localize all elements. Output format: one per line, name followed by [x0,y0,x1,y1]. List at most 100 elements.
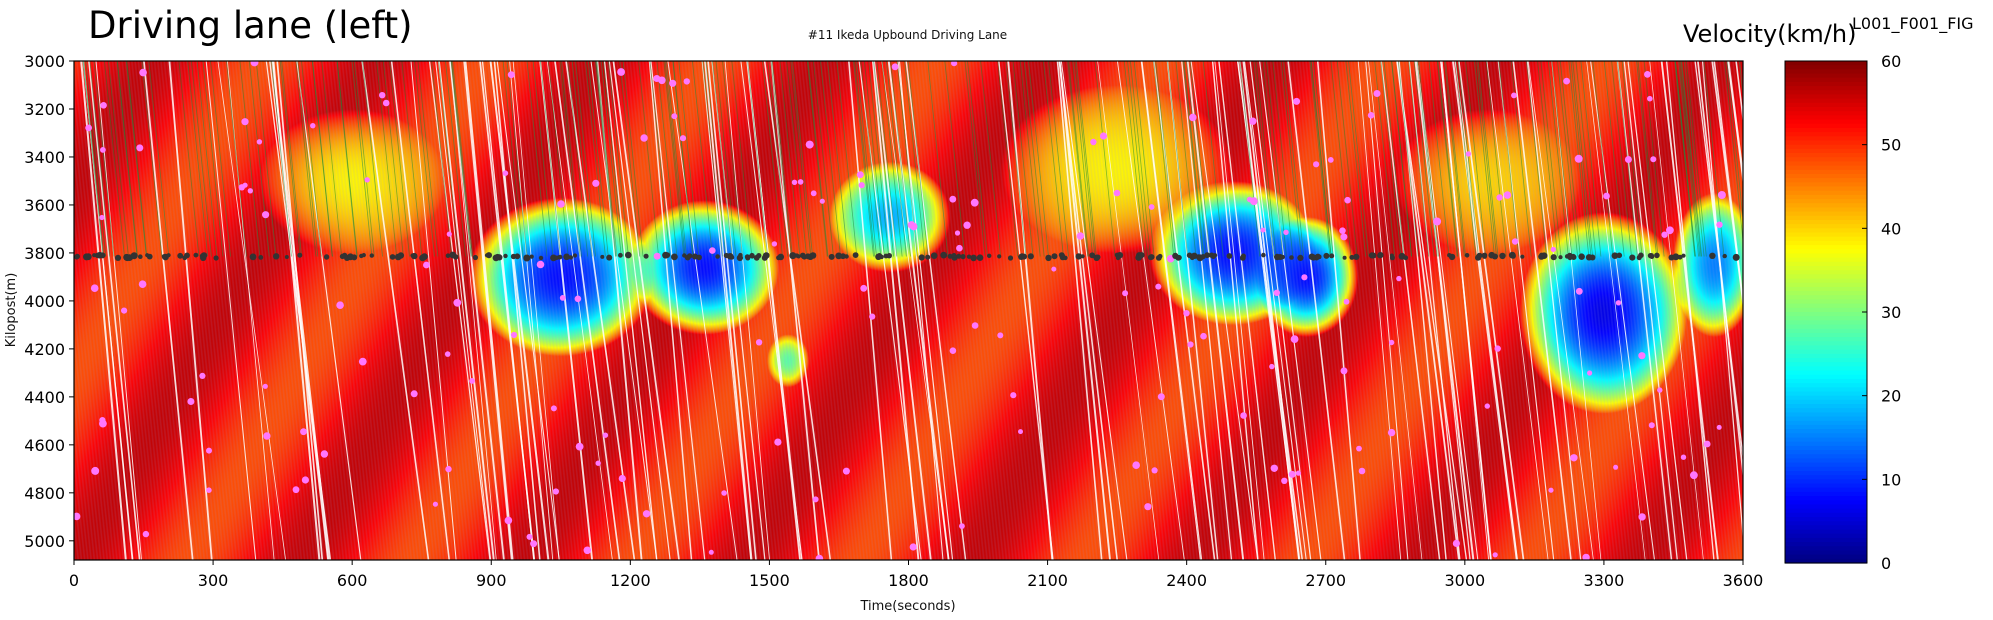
event-marker [1288,470,1296,478]
detector-marker [886,253,892,259]
event-marker [1582,553,1590,560]
vehicle-trajectory-gap [428,61,491,560]
vehicle-trajectory-upstream [904,61,926,257]
colorbar-segment [1785,533,1867,539]
vehicle-trajectory-gap [1316,61,1361,560]
vehicle-trajectory-gap [1727,61,1743,182]
detector-marker [529,254,534,259]
colorbar-segment [1785,190,1867,196]
event-marker [530,540,538,548]
vehicle-trajectory-upstream [540,61,561,257]
detector-marker [449,251,457,259]
event-marker [263,432,271,440]
vehicle-trajectory-upstream [187,61,209,257]
vehicle-trajectory-upstream [1436,61,1458,257]
event-marker [1076,232,1085,240]
colorbar-segment [1785,282,1867,288]
event-marker [1144,503,1152,511]
vehicle-trajectory-upstream [864,61,885,257]
vehicle-trajectory-upstream [196,61,218,257]
vehicle-trajectory-upstream [1678,61,1699,257]
event-marker [364,177,370,183]
vehicle-trajectory-gap [1218,61,1276,560]
detector-marker [925,254,931,260]
colorbar-segment [1785,153,1867,158]
vehicle-trajectory-upstream [944,61,966,257]
colorbar-segment [1785,94,1867,100]
vehicle-trajectory-upstream [1094,61,1116,257]
colorbar-segment [1785,295,1867,301]
detector-marker [99,252,106,259]
colorbar-segment [1785,81,1867,87]
detector-marker [600,254,605,259]
colorbar-segment [1785,107,1867,112]
detector-marker [1482,254,1487,259]
detector-marker [1209,252,1215,258]
detector-marker [114,254,122,261]
event-marker [1587,370,1593,376]
detector-marker [776,255,781,261]
colorbar-segment [1785,370,1867,376]
vehicle-trajectory-upstream [1559,61,1581,257]
colorbar-segment [1785,320,1867,326]
vehicle-trajectory-upstream [575,61,596,257]
event-marker [1574,154,1583,163]
vehicle-trajectory-gap [410,61,457,560]
vehicle-trajectory-upstream [1540,61,1562,257]
detector-marker [1520,254,1525,259]
detector-marker [1578,253,1585,260]
event-marker [187,398,195,405]
event-marker [1615,300,1622,306]
event-marker [1548,487,1554,493]
vehicle-trajectory-upstream [770,61,792,257]
detector-marker [618,252,623,258]
event-marker [1452,539,1460,548]
vehicle-trajectory-gap [873,61,932,560]
vehicle-trajectory-upstream [1345,61,1367,257]
detector-marker [1323,252,1330,259]
detector-marker [805,253,811,260]
event-marker [247,188,253,194]
event-marker [1340,367,1348,375]
detector-marker [1329,253,1335,259]
event-marker [1281,477,1288,484]
vehicle-trajectory-upstream [596,61,618,257]
vehicle-trajectory-upstream [854,61,875,257]
event-marker [709,247,716,254]
event-marker [445,465,452,473]
vehicle-trajectory-upstream [1413,61,1435,257]
colorbar-segment [1785,546,1867,552]
vehicle-trajectory-upstream [807,61,829,257]
detector-marker [1176,255,1182,261]
colorbar-segment [1785,299,1867,305]
event-marker [1570,454,1578,462]
event-marker [1183,310,1190,317]
event-marker [909,543,917,551]
vehicle-trajectory-upstream [1621,61,1643,257]
detector-marker [284,255,289,259]
vehicle-trajectory-upstream [148,61,170,257]
colorbar-segment [1785,245,1867,250]
colorbar-segment [1785,341,1867,347]
detector-marker [83,253,90,261]
event-marker [891,63,899,71]
vehicle-trajectory-upstream [1474,61,1495,257]
event-marker [575,442,584,451]
vehicle-trajectory-upstream [1444,61,1465,257]
detector-marker [1027,253,1034,260]
detector-marker [1464,253,1470,258]
detector-marker [947,253,953,259]
event-marker [90,284,99,293]
vehicle-trajectory-upstream [559,61,581,257]
x-tick-label: 2400 [1166,571,1207,590]
event-marker [774,438,782,446]
vehicle-trajectory-upstream [1283,61,1305,257]
colorbar-segment [1785,366,1867,372]
event-marker [300,428,307,436]
y-tick-label: 5000 [24,532,65,551]
event-marker [262,383,268,389]
vehicle-trajectory-upstream [1445,61,1466,257]
vehicle-trajectory-upstream [1072,61,1094,257]
event-marker [1661,231,1668,238]
detector-marker [1368,252,1376,259]
